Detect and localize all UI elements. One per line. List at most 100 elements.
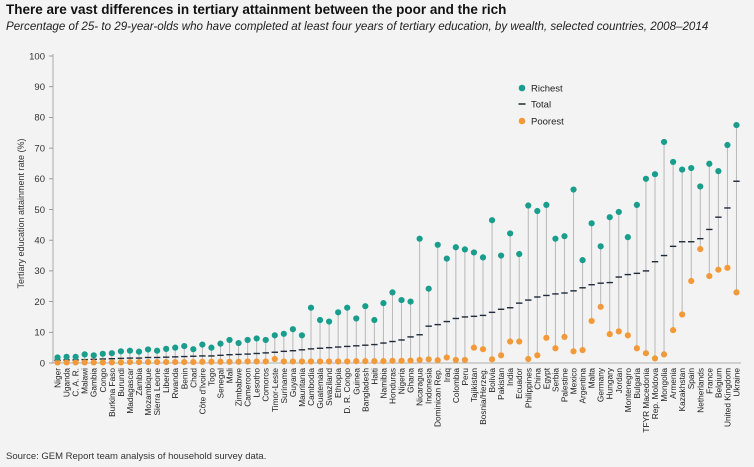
richest-point [253, 335, 260, 342]
y-tick-label: 50 [34, 205, 45, 216]
richest-point [597, 243, 604, 250]
poorest-point [154, 358, 161, 366]
richest-point [615, 208, 622, 216]
richest-point [398, 296, 405, 304]
x-category-label: Togo [206, 368, 216, 386]
poorest-point [633, 345, 640, 352]
x-category-label: Swaziland [324, 368, 334, 406]
x-category-label: Gambia [89, 368, 99, 397]
richest-point [217, 340, 224, 347]
poorest-point [724, 264, 731, 271]
richest-point [488, 217, 496, 224]
richest-point [543, 201, 550, 208]
x-category-label: Lesotho [252, 368, 262, 398]
poorest-point [670, 327, 677, 334]
richest-point [271, 332, 278, 339]
poorest-point [208, 358, 215, 365]
richest-point [289, 326, 296, 333]
poorest-point [163, 358, 170, 366]
poorest-point [81, 359, 88, 366]
richest-point [63, 353, 70, 360]
richest-point [190, 346, 197, 353]
x-category-label: Peru [460, 368, 470, 386]
y-tick-label: 30 [34, 266, 45, 277]
richest-point [706, 160, 713, 167]
richest-point [362, 303, 369, 310]
poorest-point [679, 311, 686, 318]
poorest-point [733, 289, 740, 296]
x-category-label: Mexico [569, 368, 579, 395]
richest-point [181, 343, 188, 350]
richest-point [154, 347, 161, 354]
richest-point [208, 344, 215, 351]
y-tick-label: 60 [34, 174, 45, 185]
richest-point [108, 350, 115, 357]
poorest-point [416, 356, 423, 364]
x-category-label: Niger [53, 368, 63, 388]
poorest-point [90, 359, 97, 366]
poorest-point [488, 356, 496, 363]
poorest-point [262, 358, 269, 365]
richest-point [479, 254, 487, 261]
x-category-label: United Kingdom [722, 368, 732, 427]
x-category-label: Nigeria [397, 368, 407, 395]
poorest-point [289, 358, 296, 365]
poorest-point [651, 355, 659, 362]
x-category-label: Burkina Faso [107, 368, 117, 417]
richest-point [416, 235, 423, 242]
y-tick-label: 80 [34, 113, 45, 124]
x-category-label: Argentina [578, 368, 588, 404]
poorest-point [298, 358, 306, 365]
richest-point [660, 138, 668, 146]
richest-point [81, 351, 88, 358]
poorest-point [443, 354, 450, 361]
richest-point [425, 285, 432, 292]
legend-poorest-marker [518, 117, 526, 125]
poorest-point [135, 358, 143, 366]
x-category-label: Mongolia [659, 368, 669, 402]
x-category-label: Burundi [116, 368, 126, 397]
x-category-label: Ethiopia [333, 368, 343, 398]
richest-point [733, 121, 740, 129]
x-category-label: Côte d'Ivoire [197, 368, 207, 415]
poorest-point [597, 303, 604, 310]
poorest-point [99, 359, 106, 366]
x-category-label: Serbia [550, 368, 560, 392]
poorest-point [642, 350, 650, 357]
x-category-label: Bolivia [487, 368, 497, 393]
poorest-point [561, 333, 568, 341]
x-category-label: Bangladesh [360, 368, 370, 412]
richest-point [579, 257, 586, 264]
poorest-point [307, 358, 315, 365]
x-category-label: Jordan [614, 368, 624, 394]
poorest-point [72, 359, 79, 366]
richest-point [298, 332, 306, 339]
richest-point [90, 352, 97, 359]
poorest-point [389, 357, 396, 364]
poorest-point [407, 357, 414, 364]
richest-point [407, 298, 414, 305]
x-category-label: Haiti [369, 368, 379, 385]
x-category-label: Montenegro [623, 368, 633, 413]
x-category-label: Philippines [523, 368, 533, 408]
x-category-label: Egypt [541, 367, 551, 389]
poorest-point [335, 358, 342, 365]
poorest-point [660, 351, 668, 358]
x-category-label: Timor-Leste [270, 368, 280, 412]
richest-point [199, 341, 206, 348]
richest-point [371, 316, 378, 324]
poorest-point [688, 277, 695, 285]
poorest-point [706, 273, 713, 280]
x-category-label: Cameroon [243, 368, 253, 407]
poorest-point [425, 356, 432, 363]
poorest-point [144, 358, 152, 366]
richest-point [525, 202, 532, 209]
richest-point [126, 347, 134, 354]
poorest-point [190, 358, 197, 366]
richest-point [226, 336, 233, 344]
poorest-point [280, 358, 287, 365]
richest-point [307, 304, 315, 311]
y-tick-label: 0 [40, 358, 45, 369]
x-category-label: Guatemala [315, 368, 325, 409]
